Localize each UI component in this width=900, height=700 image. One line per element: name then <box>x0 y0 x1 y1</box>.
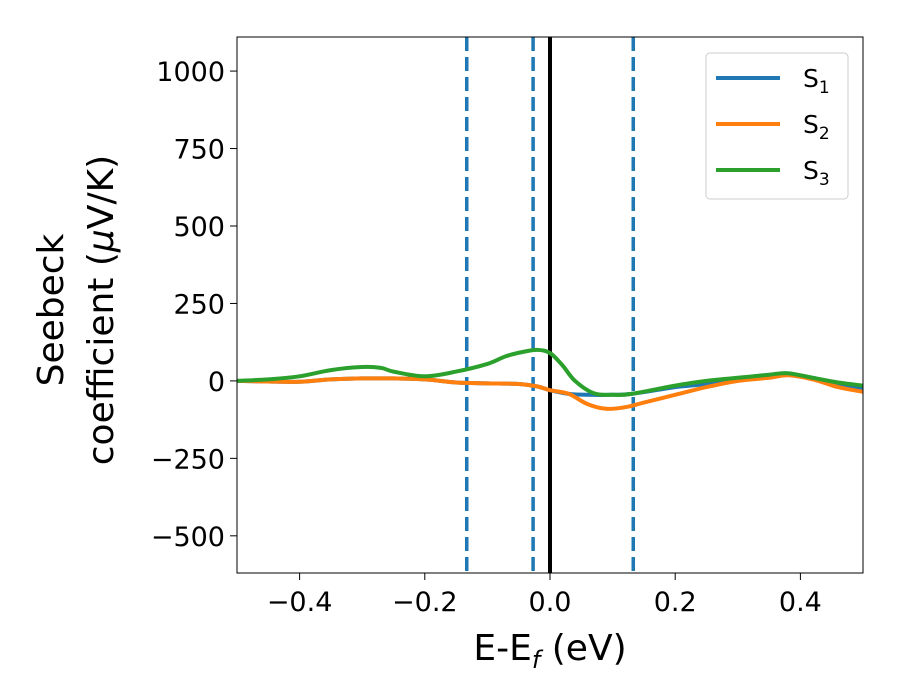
y-tick-label: 250 <box>173 289 225 320</box>
x-tick-label: 0.0 <box>529 587 572 618</box>
y-axis-label-line2: coefficient (μV/K) <box>81 155 122 465</box>
legend-label-s1: S1 <box>803 64 830 98</box>
x-tick-label: 0.2 <box>654 587 697 618</box>
series-line-s3 <box>237 347 863 398</box>
x-axis-label: E-Ef (eV) <box>473 628 626 674</box>
x-tick-label: −0.2 <box>392 587 458 618</box>
legend-label-s3: S3 <box>803 156 830 190</box>
y-tick-label: 0 <box>208 367 225 398</box>
y-tick-label: 500 <box>173 212 225 243</box>
y-tick-label: −250 <box>151 444 225 475</box>
x-tick-label: −0.4 <box>267 587 333 618</box>
series-lines <box>237 347 863 411</box>
reference-lines <box>464 37 636 573</box>
y-axis-label: Seebeck coefficient (μV/K) <box>31 155 122 465</box>
y-tick-label: −500 <box>151 522 225 553</box>
y-axis-label-line1: Seebeck <box>31 233 72 386</box>
y-tick-label: 1000 <box>156 57 225 88</box>
legend-label-s2: S2 <box>803 110 830 144</box>
series-line-s2 <box>237 373 863 411</box>
y-tick-label: 750 <box>173 135 225 166</box>
legend: S1 S2 S3 <box>705 52 849 200</box>
axis-ticks: −0.4 −0.2 0.0 0.2 0.4 −500 −250 0 250 500 750 1000 <box>151 57 822 618</box>
x-tick-label: 0.4 <box>779 587 822 618</box>
